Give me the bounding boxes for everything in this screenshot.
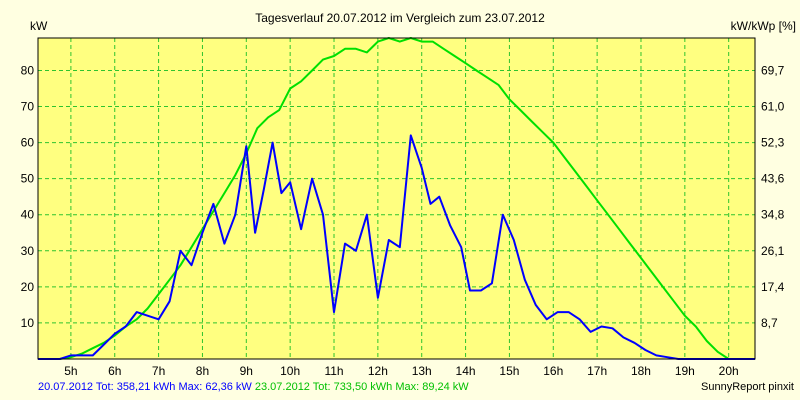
x-tick-label: 13h: [412, 364, 432, 378]
tick-labels: 5h 6h 7h 8h 9h 10h 11h 12h 13h 14h 15h 16h 17h 18h 19h…: [21, 63, 785, 378]
x-tick-label: 12h: [368, 364, 388, 378]
y-tick-label-left: 30: [21, 244, 35, 258]
x-tick-label: 9h: [240, 364, 253, 378]
legend-entry-20-07-2012: 20.07.2012 Tot: 358,21 kWh Max: 62,36 kW: [38, 381, 252, 393]
y-tick-label-left: 40: [21, 208, 35, 222]
x-tick-label: 8h: [196, 364, 209, 378]
y-tick-label-left: 20: [21, 280, 35, 294]
y-tick-label-right: 26,1: [761, 244, 785, 258]
x-tick-label: 17h: [587, 364, 607, 378]
y-tick-label-right: 43,6: [761, 172, 785, 186]
legend: 20.07.2012 Tot: 358,21 kWh Max: 62,36 kW…: [38, 381, 469, 393]
x-tick-label: 16h: [543, 364, 563, 378]
y-tick-label-right: 69,7: [761, 63, 785, 77]
y-axis-label-right: kW/kWp [%]: [731, 19, 796, 33]
plot-frame: [37, 37, 756, 360]
x-tick-label: 14h: [456, 364, 476, 378]
x-tick-label: 10h: [280, 364, 300, 378]
x-tick-label: 19h: [675, 364, 695, 378]
y-tick-label-left: 60: [21, 136, 35, 150]
chart-title: Tagesverlauf 20.07.2012 im Vergleich zum…: [255, 11, 545, 25]
x-tick-label: 18h: [631, 364, 651, 378]
x-tick-label: 7h: [152, 364, 165, 378]
y-axis-label-left: kW: [30, 19, 48, 33]
y-tick-label-right: 8,7: [761, 316, 778, 330]
x-tick-label: 5h: [64, 364, 77, 378]
y-tick-label-right: 61,0: [761, 100, 785, 114]
x-tick-label: 20h: [719, 364, 739, 378]
x-tick-label: 15h: [499, 364, 519, 378]
y-tick-label-right: 34,8: [761, 208, 785, 222]
footer-credit: SunnyReport pinxit: [701, 381, 794, 393]
legend-entry-23-07-2012: 23.07.2012 Tot: 733,50 kWh Max: 89,24 kW: [254, 381, 469, 393]
series-line-20-07-2012: [38, 134, 755, 360]
y-tick-label-left: 10: [21, 316, 35, 330]
y-tick-label-left: 80: [21, 63, 35, 77]
plot-area: [38, 38, 755, 359]
y-tick-label-left: 50: [21, 172, 35, 186]
y-tick-label-right: 17,4: [761, 280, 785, 294]
y-tick-label-left: 70: [21, 100, 35, 114]
x-tick-label: 11h: [324, 364, 343, 378]
y-tick-label-right: 52,3: [761, 136, 785, 150]
x-tick-label: 6h: [108, 364, 121, 378]
